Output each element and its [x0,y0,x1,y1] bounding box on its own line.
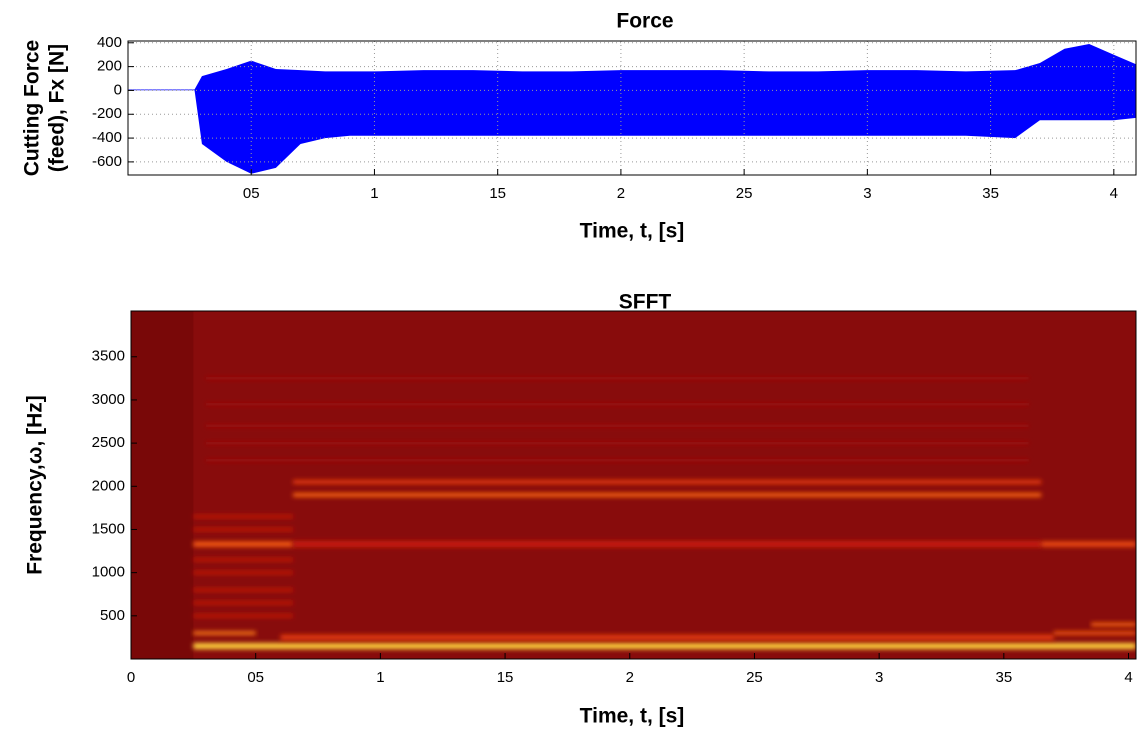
spectral-band [280,634,1054,641]
spectral-band [131,311,194,659]
spectral-band [205,441,1029,445]
plot-area [131,311,1136,659]
spectral-band [1041,541,1136,547]
marks [128,43,1136,174]
x-tick-label: 3 [863,185,871,202]
x-tick-label: 4 [1110,185,1118,202]
spectrogram-background [131,311,1136,659]
spectral-band [193,571,294,575]
x-tick-label: 35 [982,185,999,202]
axes-frame [130,310,1137,660]
marks [131,311,1136,659]
spectral-band [1091,622,1136,627]
spectral-band [193,541,294,547]
x-tick-label: 0 [127,669,135,686]
spectral-band [293,492,1042,497]
x-tick-label: 1 [376,669,384,686]
y-axis-label: (feed), Fx [N] [46,44,69,172]
y-axis-label: Cutting Force [21,40,44,177]
axes-frame [127,40,1137,176]
spectral-band [193,588,294,592]
x-tick-label: 1 [370,185,378,202]
x-tick-label: 05 [247,669,264,686]
y-tick-label: 400 [97,34,122,51]
x-tick-label: 25 [736,185,753,202]
spectral-band [193,631,256,635]
y-tick-label: 2000 [92,477,125,494]
x-tick-label: 15 [497,669,514,686]
y-tick-label: 3000 [92,391,125,408]
x-tick-label: 3 [875,669,883,686]
spectral-band [193,515,294,519]
spectral-band [193,643,1136,650]
x-tick-label: 35 [995,669,1012,686]
y-tick-label: -400 [92,129,122,146]
spectral-band [205,402,1029,406]
y-tick-label: -600 [92,153,122,170]
chart-title: SFFT [619,291,672,314]
y-tick-label: 1500 [92,520,125,537]
spectral-band [205,376,1029,381]
spectral-band [205,458,1029,463]
x-axis-label: Time, t, [s] [580,705,685,728]
plot-area [128,43,1136,174]
spectral-band [1053,631,1136,635]
spectral-band [293,541,1042,548]
spectral-band [293,480,1042,484]
x-tick-label: 2 [617,185,625,202]
spectral-band [205,424,1029,428]
y-axis-label: Frequency,ω, [Hz] [24,395,47,575]
y-tick-label: 2500 [92,434,125,451]
x-tick-label: 2 [626,669,634,686]
x-axis-label: Time, t, [s] [580,220,685,243]
spectral-band [193,558,294,562]
x-tick-label: 4 [1124,669,1132,686]
spectral-band [193,601,294,605]
y-tick-label: -200 [92,105,122,122]
y-tick-label: 500 [100,607,125,624]
y-tick-label: 0 [114,81,122,98]
y-tick-label: 3500 [92,348,125,365]
y-tick-label: 1000 [92,564,125,581]
force-envelope [128,43,1136,174]
x-tick-label: 25 [746,669,763,686]
chart-title: Force [616,10,673,33]
x-tick-label: 05 [243,185,260,202]
spectral-band [193,527,294,531]
y-tick-label: 200 [97,58,122,75]
x-tick-label: 15 [489,185,506,202]
spectral-band [193,614,294,618]
